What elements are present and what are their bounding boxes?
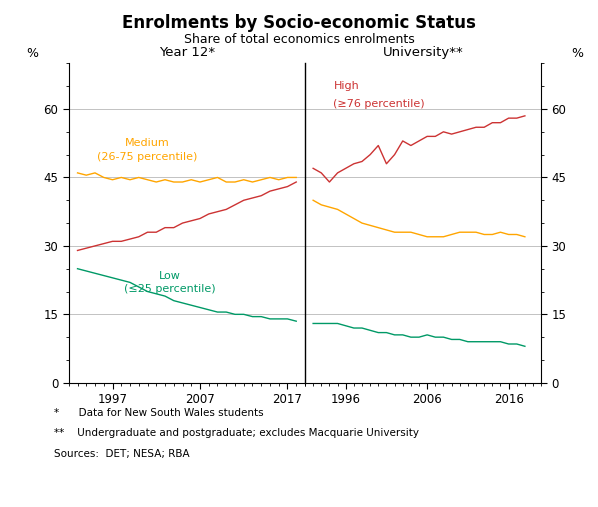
Text: %: % <box>572 47 584 60</box>
Text: %: % <box>26 47 38 60</box>
Text: Medium
(26-75 percentile): Medium (26-75 percentile) <box>97 138 198 162</box>
Text: (≥76 percentile): (≥76 percentile) <box>334 99 425 110</box>
Text: Enrolments by Socio-economic Status: Enrolments by Socio-economic Status <box>122 14 476 32</box>
Text: High: High <box>334 81 359 91</box>
Text: *      Data for New South Wales students: * Data for New South Wales students <box>54 408 264 418</box>
Title: Year 12*: Year 12* <box>159 47 215 59</box>
Text: **    Undergraduate and postgraduate; excludes Macquarie University: ** Undergraduate and postgraduate; exclu… <box>54 428 419 439</box>
Text: Sources:  DET; NESA; RBA: Sources: DET; NESA; RBA <box>54 449 190 459</box>
Text: Low
(≤25 percentile): Low (≤25 percentile) <box>124 271 215 294</box>
Title: University**: University** <box>383 47 463 59</box>
Text: Share of total economics enrolments: Share of total economics enrolments <box>184 33 414 47</box>
